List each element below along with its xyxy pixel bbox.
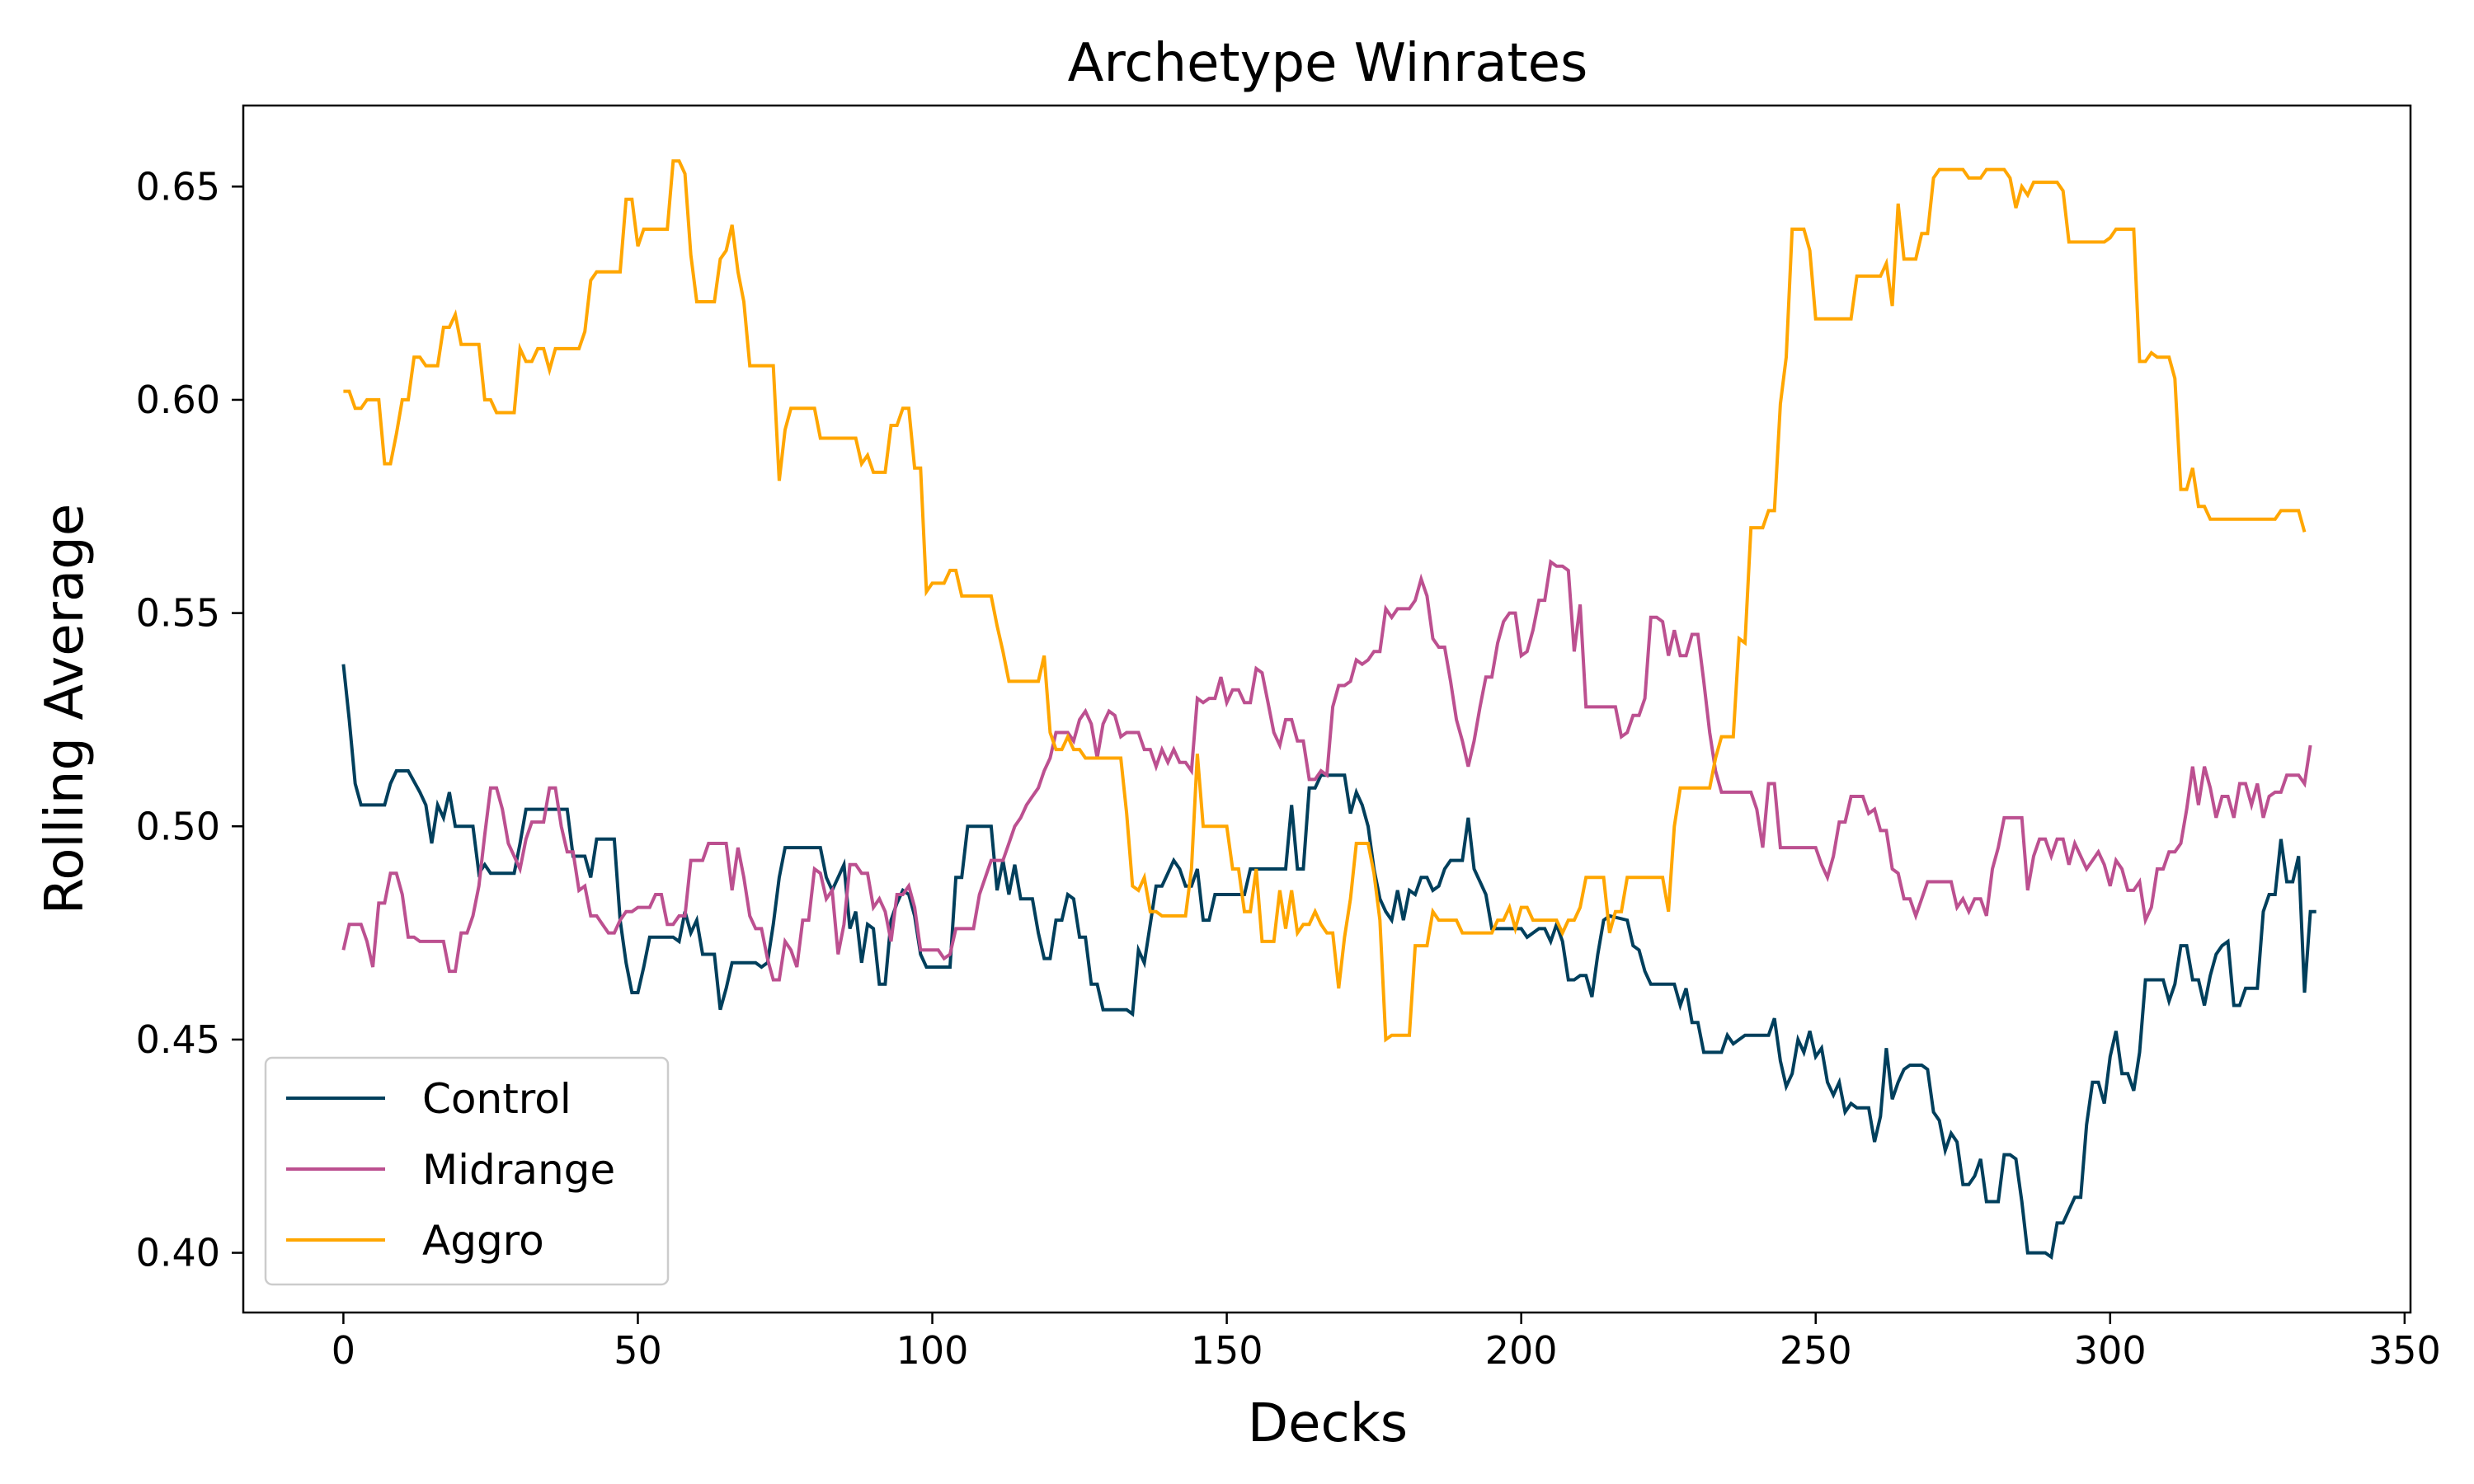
legend-label-control: Control (422, 1075, 571, 1123)
y-tick-label: 0.40 (136, 1231, 220, 1275)
legend-label-aggro: Aggro (422, 1217, 544, 1265)
y-axis-label: Rolling Average (35, 504, 96, 914)
y-tick-label: 0.45 (136, 1017, 220, 1062)
x-tick-label: 50 (614, 1328, 662, 1373)
x-axis-label: Decks (1248, 1393, 1408, 1454)
series-line-midrange (341, 558, 2312, 982)
x-tick-label: 300 (2074, 1328, 2147, 1373)
x-tick-label: 150 (1191, 1328, 1263, 1373)
x-tick-label: 200 (1485, 1328, 1558, 1373)
x-tick-label: 100 (896, 1328, 969, 1373)
x-axis: 0 50 100 150 200 250 300 350 (332, 1313, 2441, 1373)
y-tick-label: 0.50 (136, 804, 220, 848)
plot-frame (242, 104, 2412, 1314)
y-tick-label: 0.65 (136, 164, 220, 209)
x-tick-label: 250 (1780, 1328, 1852, 1373)
y-tick-label: 0.60 (136, 378, 220, 422)
legend-label-midrange: Midrange (422, 1146, 615, 1194)
series-line-aggro (343, 159, 2307, 1043)
chart-title: Archetype Winrates (1068, 33, 1588, 94)
series-line-control (341, 664, 2316, 1261)
y-axis: 0.40 0.45 0.50 0.55 0.60 0.65 (136, 164, 243, 1275)
y-tick-label: 0.55 (136, 591, 220, 636)
legend-box (264, 1056, 670, 1286)
x-tick-label: 350 (2368, 1328, 2441, 1373)
series-layer (341, 159, 2316, 1261)
legend: Control Midrange Aggro (264, 1056, 670, 1286)
x-tick-label: 0 (332, 1328, 355, 1373)
